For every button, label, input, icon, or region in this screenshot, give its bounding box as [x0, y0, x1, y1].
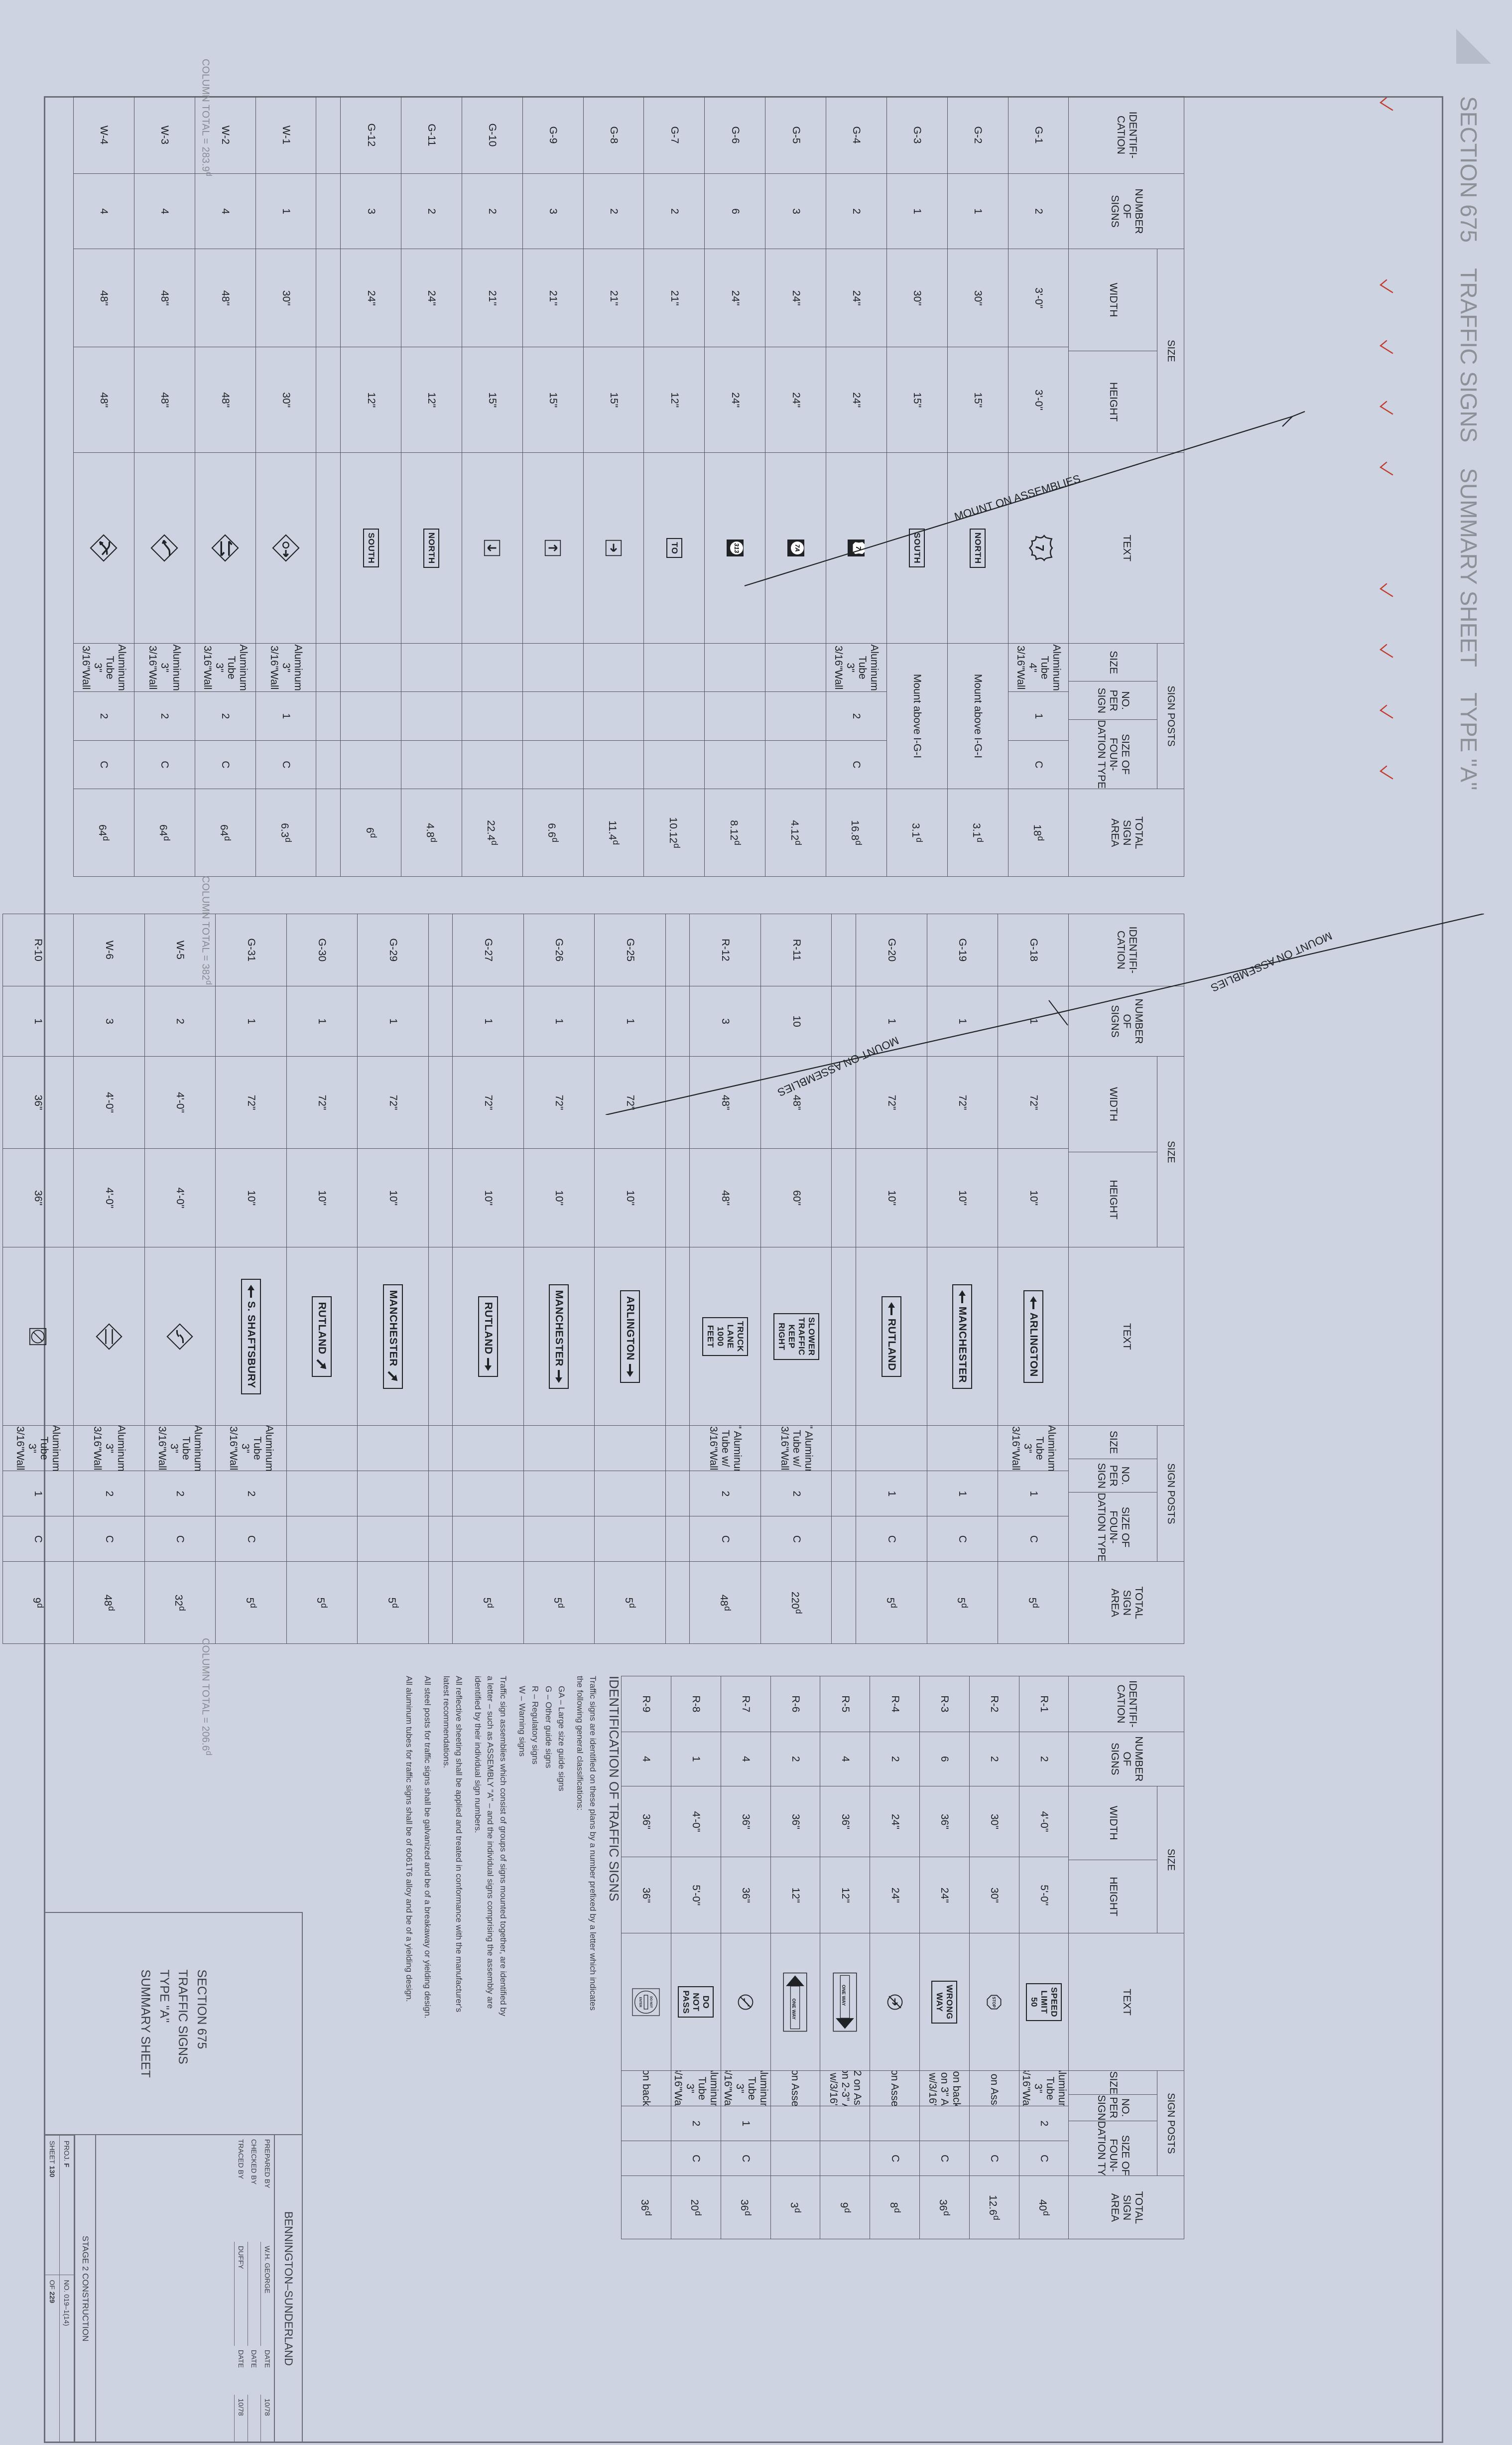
svg-text:MOUNT ON ASSEMBLIES: MOUNT ON ASSEMBLIES	[953, 472, 1082, 523]
svg-text:MOUNT ON ASSEMBLIES: MOUNT ON ASSEMBLIES	[1209, 930, 1334, 994]
svg-text:DO NOT: DO NOT	[649, 1996, 652, 2008]
svg-text:STOP: STOP	[992, 1997, 996, 2008]
svg-text:ONE WAY: ONE WAY	[791, 1999, 796, 2020]
svg-text:ONE WAY: ONE WAY	[841, 1985, 846, 2006]
svg-text:MOUNT ON ASSEMBLIES: MOUNT ON ASSEMBLIES	[776, 1034, 901, 1099]
svg-text:ENTER: ENTER	[638, 1997, 641, 2008]
